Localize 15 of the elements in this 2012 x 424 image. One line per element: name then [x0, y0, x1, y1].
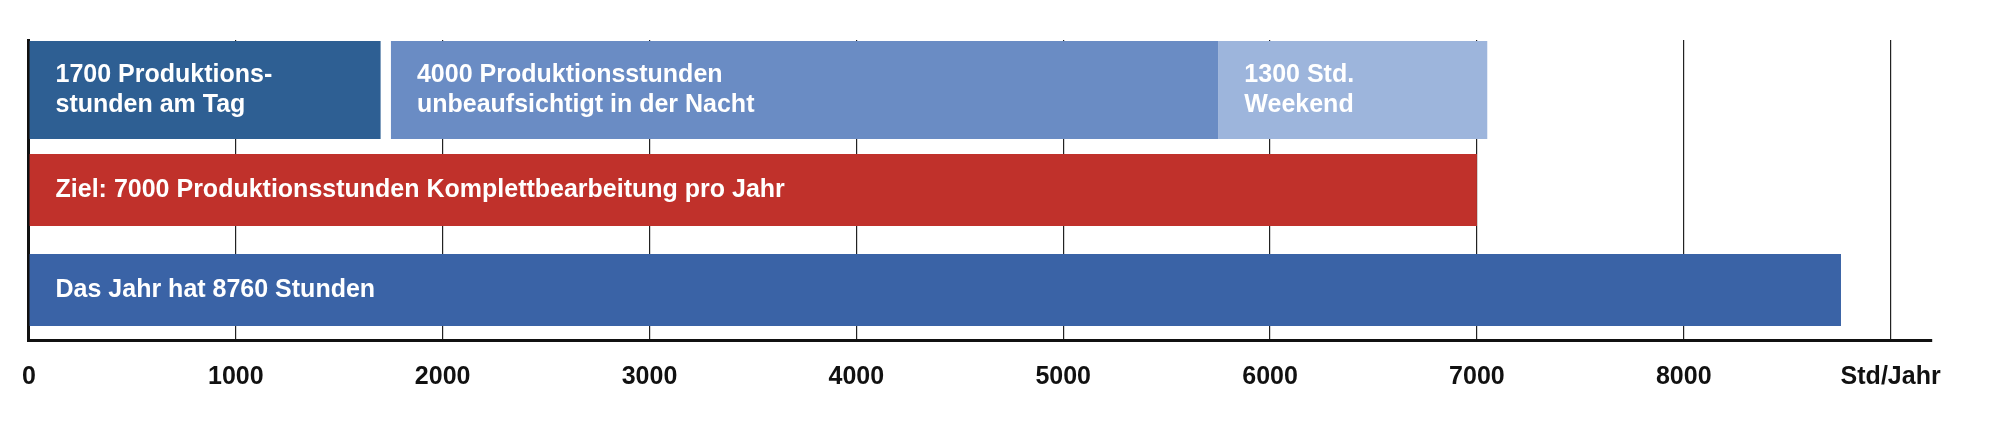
data-label: 4000 Produktionsstunden unbeaufsichtigt in der Nacht — [416, 58, 756, 117]
x-tick-label: Std/Jahr — [1840, 360, 1941, 389]
x-tick-label: 0 — [22, 360, 36, 389]
x-tick-label: 5000 — [1035, 360, 1092, 389]
x-tick-label: 1000 — [207, 360, 264, 389]
x-tick-label: 6000 — [1242, 360, 1298, 389]
data-label: Ziel: 7000 Produktionsstunden Komplettbearbeitung pro Jahr — [55, 173, 786, 202]
x-tick-label: 7000 — [1449, 360, 1505, 389]
data-label: 1700 Produktions- stunden am Tag — [55, 58, 273, 117]
x-tick-label: 8000 — [1655, 360, 1712, 389]
x-tick-label: 4000 — [828, 360, 885, 389]
data-label: 1300 Std. Weekend — [1244, 58, 1355, 117]
x-tick-label: 2000 — [414, 360, 471, 389]
data-label: Das Jahr hat 8760 Stunden — [55, 273, 376, 302]
x-tick-label: 3000 — [621, 360, 678, 389]
